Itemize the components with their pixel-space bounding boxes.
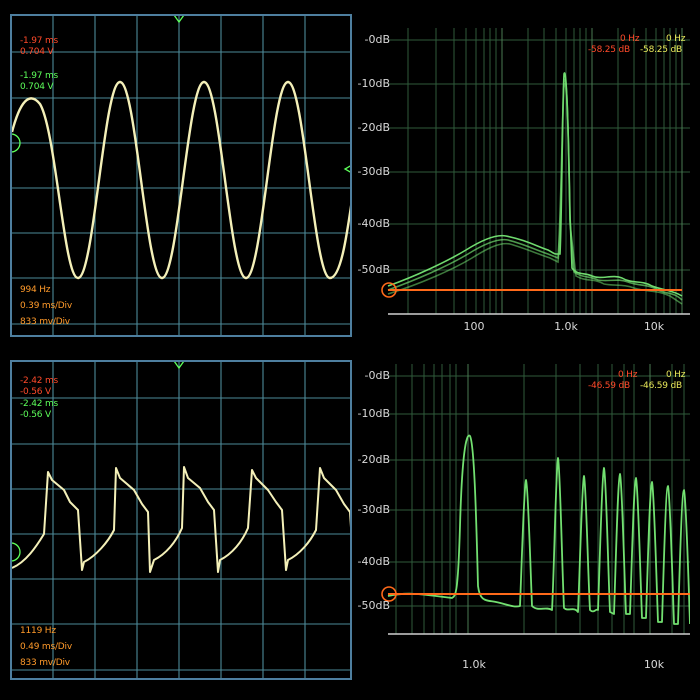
cursor-marker [381,282,397,298]
cursor-marker [381,586,397,602]
y-tick-label: -50dB [357,599,391,612]
cursor-time-a: -1.97 ms [20,36,59,46]
cursor-level-a: -46.59 dB [588,381,630,391]
x-tick-label: 100 [463,320,485,333]
cursor-time-a: -2.42 ms [20,376,59,386]
cursor-freq-a: 0 Hz [620,34,640,44]
spectrum-bottom-panel: -0dB -10dB -20dB -30dB -40dB -50dB 1.0k … [356,356,690,690]
level-marker-right [343,165,350,173]
y-tick-label: -0dB [364,33,391,46]
cursor-marker-left [12,542,21,562]
oscilloscope-top-display [12,16,350,335]
cursor-marker-left [12,133,21,153]
frequency-readout: 994 Hz [20,285,51,295]
cursor-volt-a: 0.704 V [20,47,54,57]
frequency-readout: 1119 Hz [20,626,56,636]
cursor-freq-b: 0 Hz [666,370,686,380]
volts-per-div: 833 mv/Div [20,658,70,668]
scope-grid [12,16,350,335]
oscilloscope-bottom-display [12,362,350,678]
spectrum-bottom-display [381,364,690,635]
cursor-level-b: -58.25 dB [640,45,682,55]
sine-waveform [12,80,350,280]
volts-per-div: 833 mv/Div [20,317,70,327]
spectrum-grid-horizontal [388,39,690,271]
spectrum-top-panel: -0dB -10dB -20dB -30dB -40dB -50dB 100 1… [356,14,690,344]
cursor-freq-b: 0 Hz [666,34,686,44]
harmonic-spectrum-trace [387,434,690,625]
cursor-time-b: -1.97 ms [20,71,59,81]
y-tick-label: -20dB [357,121,391,134]
y-tick-label: -30dB [357,165,391,178]
spectrum-grid-horizontal [388,375,690,607]
x-tick-label: 1.0k [462,658,486,671]
y-tick-label: -10dB [357,407,391,420]
cursor-volt-b: -0.56 V [20,410,51,420]
cursor-freq-a: 0 Hz [618,370,638,380]
y-tick-label: -30dB [357,503,391,516]
sawtooth-waveform [12,466,350,573]
y-tick-label: -40dB [357,217,391,230]
y-tick-label: -20dB [357,453,391,466]
oscilloscope-top-panel: -1.97 ms 0.704 V -1.97 ms 0.704 V 994 Hz… [10,14,352,337]
time-per-div: 0.39 ms/Div [20,301,72,311]
oscilloscope-bottom-panel: -2.42 ms -0.56 V -2.42 ms -0.56 V 1119 H… [10,360,352,680]
trigger-marker-top [173,16,185,24]
spectrum-trace [387,72,683,305]
x-tick-label: 10k [643,320,665,333]
trigger-marker-top [173,362,185,370]
y-tick-label: -50dB [357,263,391,276]
y-tick-label: -10dB [357,77,391,90]
x-tick-label: 1.0k [554,320,578,333]
time-per-div: 0.49 ms/Div [20,642,72,652]
y-tick-label: -0dB [364,369,391,382]
cursor-volt-b: 0.704 V [20,82,54,92]
cursor-volt-a: -0.56 V [20,387,51,397]
y-tick-label: -40dB [357,555,391,568]
cursor-level-b: -46.59 dB [640,381,682,391]
cursor-time-b: -2.42 ms [20,399,59,409]
cursor-level-a: -58.25 dB [588,45,630,55]
x-tick-label: 10k [643,658,665,671]
spectrum-top-display [381,28,690,315]
